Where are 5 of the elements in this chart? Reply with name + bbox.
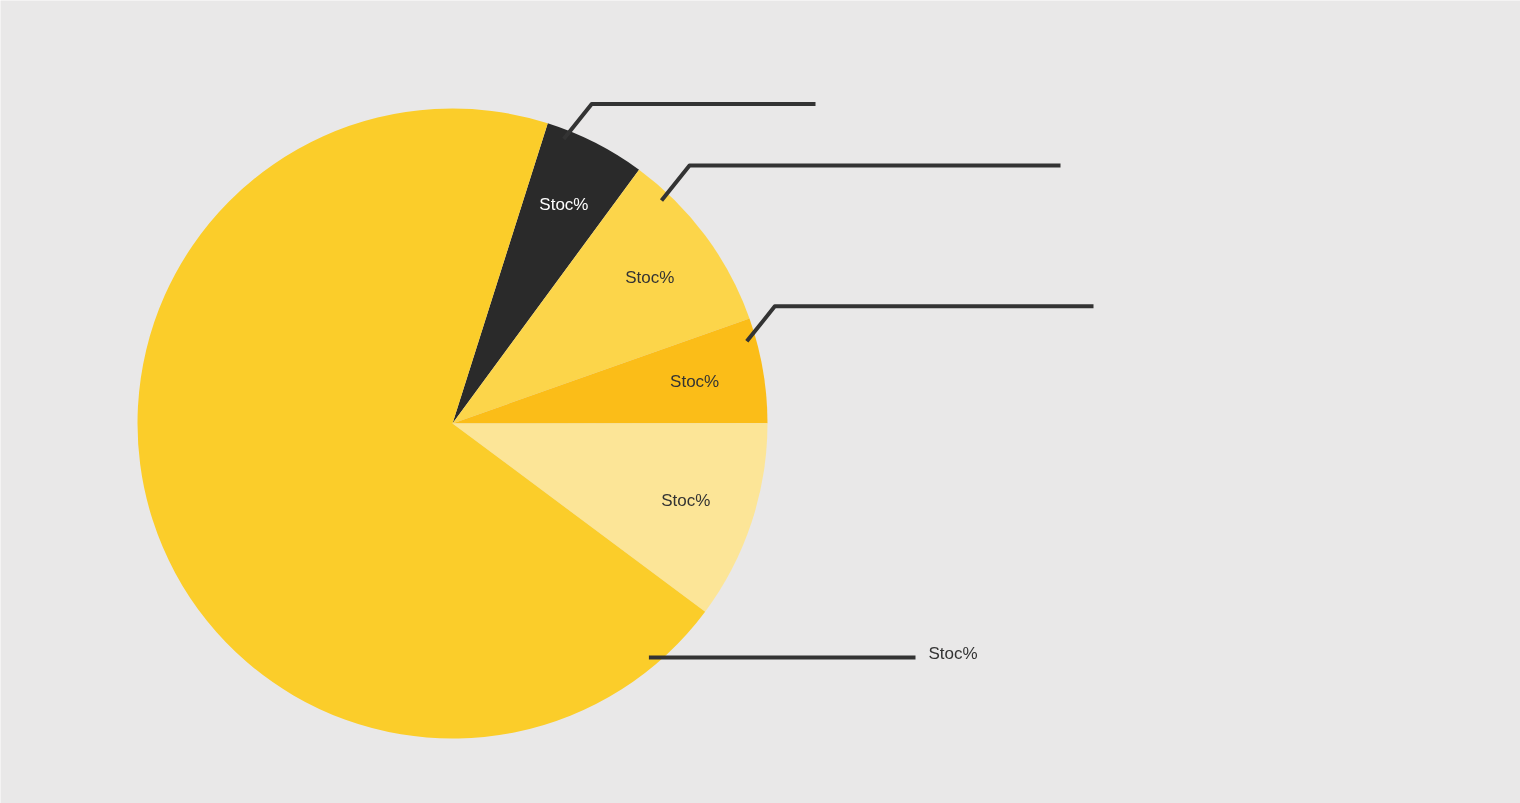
slice-label: Stoc% bbox=[539, 195, 589, 214]
slice-label: Stoc% bbox=[661, 491, 711, 511]
slice-label: Stoc% bbox=[625, 267, 675, 287]
slice-label: Stoc% bbox=[670, 372, 720, 392]
slice-label: Stoc% bbox=[928, 644, 978, 664]
